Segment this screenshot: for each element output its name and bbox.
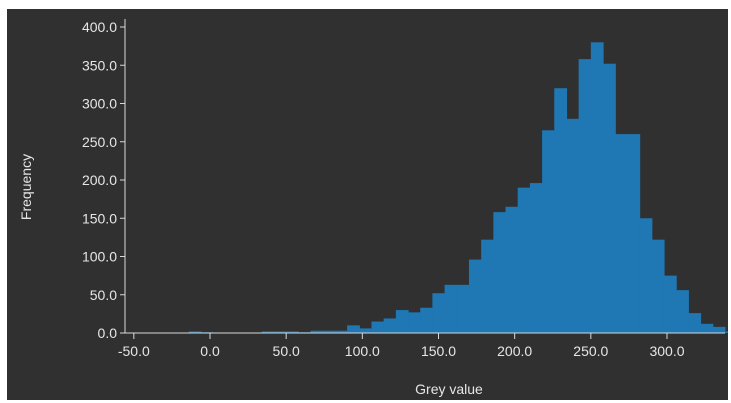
histogram-bar bbox=[639, 218, 653, 333]
y-tick-label: 400.0 bbox=[82, 19, 117, 35]
histogram-chart: 0.0 50.0 100.0 150.0 200.0 250.0 300.0 350.0 400… bbox=[7, 9, 728, 400]
histogram-bar bbox=[432, 293, 446, 333]
y-tick-label: 300.0 bbox=[82, 96, 117, 112]
x-tick-label: 50.0 bbox=[273, 343, 300, 359]
histogram-bar bbox=[651, 239, 665, 333]
histogram-bar bbox=[456, 284, 470, 333]
histogram-bar bbox=[286, 331, 299, 333]
histogram-bar bbox=[603, 63, 616, 333]
histogram-bar bbox=[688, 313, 702, 333]
histogram-bar bbox=[676, 290, 689, 333]
histogram-bar bbox=[529, 183, 543, 333]
histogram-bar bbox=[566, 118, 580, 333]
y-tick-label: 0.0 bbox=[98, 325, 118, 341]
histogram-bar bbox=[468, 259, 482, 333]
histogram-bar bbox=[493, 212, 507, 333]
histogram-bar bbox=[383, 318, 397, 333]
x-tick-label: 150.0 bbox=[421, 343, 456, 359]
histogram-bar bbox=[663, 275, 677, 334]
histogram-bar bbox=[712, 326, 726, 333]
histogram-bar bbox=[542, 130, 555, 333]
x-tick-label: 0.0 bbox=[200, 343, 220, 359]
histogram-bar bbox=[724, 331, 728, 333]
histogram-bar bbox=[517, 187, 531, 333]
histogram-bar bbox=[627, 134, 641, 333]
histogram-plot-area: 0.0 50.0 100.0 150.0 200.0 250.0 300.0 350.0 400… bbox=[18, 19, 728, 397]
histogram-bar bbox=[347, 325, 360, 333]
histogram-bars bbox=[188, 42, 728, 334]
histogram-bar bbox=[359, 328, 373, 333]
histogram-bar bbox=[371, 321, 385, 333]
histogram-bar bbox=[310, 330, 324, 333]
histogram-bar bbox=[408, 312, 421, 333]
histogram-bar bbox=[322, 330, 336, 333]
y-axis: 0.0 50.0 100.0 150.0 200.0 250.0 300.0 350.0 400… bbox=[82, 19, 126, 341]
histogram-bar bbox=[420, 307, 434, 333]
x-tick-label: 300.0 bbox=[649, 343, 684, 359]
y-tick-label: 150.0 bbox=[82, 210, 117, 226]
x-tick-label: -50.0 bbox=[118, 343, 150, 359]
histogram-bar bbox=[261, 331, 275, 333]
histogram-bar bbox=[700, 323, 714, 333]
x-tick-label: 200.0 bbox=[497, 343, 532, 359]
histogram-bar bbox=[395, 310, 409, 333]
y-axis-label: Frequency bbox=[18, 154, 34, 220]
histogram-bar bbox=[554, 88, 568, 333]
y-tick-label: 350.0 bbox=[82, 57, 117, 73]
x-axis-label: Grey value bbox=[415, 381, 483, 397]
x-axis: -50.0 0.0 50.0 100.0 150.0 200.0 250.0 300.0 bbox=[118, 332, 725, 359]
histogram-bar bbox=[481, 239, 494, 333]
y-tick-label: 50.0 bbox=[90, 287, 117, 303]
x-tick-label: 250.0 bbox=[573, 343, 608, 359]
histogram-bar bbox=[615, 134, 628, 333]
histogram-bar bbox=[444, 284, 458, 333]
histogram-bar bbox=[505, 206, 519, 333]
x-tick-label: 100.0 bbox=[345, 343, 380, 359]
histogram-bar bbox=[334, 330, 348, 333]
histogram-bar bbox=[188, 331, 202, 333]
y-tick-label: 250.0 bbox=[82, 134, 117, 150]
histogram-bar bbox=[578, 59, 592, 333]
y-tick-label: 100.0 bbox=[82, 249, 117, 265]
histogram-bar bbox=[273, 331, 287, 333]
histogram-bar bbox=[590, 42, 604, 334]
y-tick-label: 200.0 bbox=[82, 172, 117, 188]
